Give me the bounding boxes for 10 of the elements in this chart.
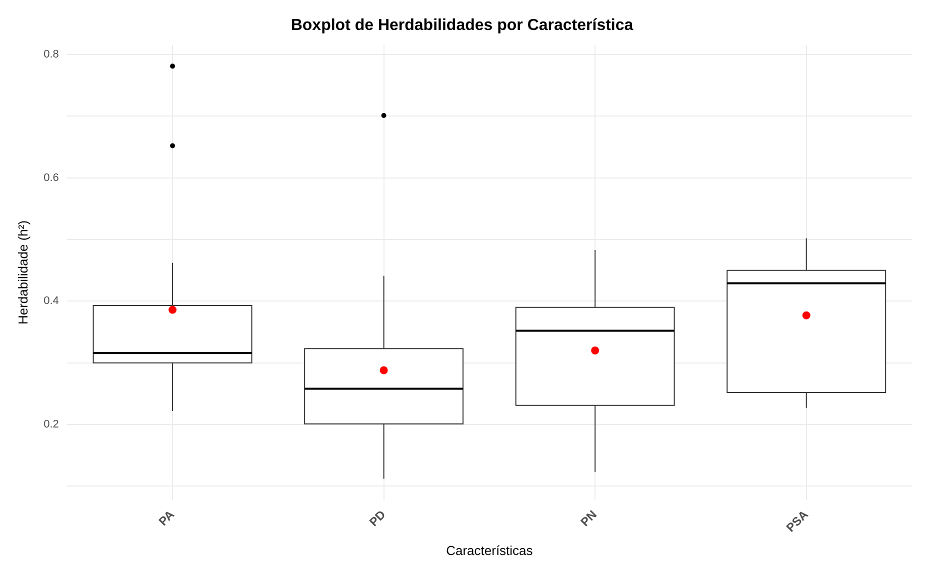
- x-tick-label: PD: [366, 507, 389, 530]
- chart-title: Boxplot de Herdabilidades por Característica: [290, 17, 634, 34]
- y-tick-label: 0.8: [44, 48, 59, 60]
- y-axis-title: Herdabilidade (h²): [15, 220, 30, 325]
- y-tick-label: 0.6: [44, 172, 59, 184]
- x-tick-label: PN: [578, 507, 600, 530]
- y-tick-label: 0.2: [44, 418, 59, 431]
- x-tick-label: PA: [156, 507, 178, 528]
- y-tick-label: 0.4: [44, 295, 59, 308]
- x-axis-title: Características: [446, 542, 534, 558]
